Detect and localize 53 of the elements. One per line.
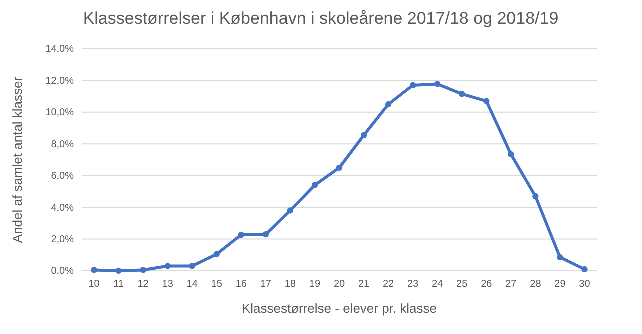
x-tick-label: 10 (88, 279, 100, 290)
point (582, 266, 588, 272)
point (164, 263, 171, 270)
x-tick-label: 14 (186, 279, 198, 290)
point (238, 232, 244, 238)
y-tick-label: 8,0% (51, 139, 74, 150)
chart-title: Klassestørrelser i København i skoleårene 2017/18 og 2018/19 (83, 9, 559, 28)
x-tick-label: 26 (481, 279, 493, 290)
y-axis-title: Andel af samlet antal klasser (10, 76, 25, 244)
point (336, 164, 343, 172)
point (116, 268, 122, 274)
y-tick-label: 12,0% (46, 76, 74, 87)
x-tick-label: 20 (334, 279, 346, 290)
point (189, 263, 196, 270)
point (557, 254, 564, 261)
x-tick-label: 15 (211, 279, 223, 290)
x-tick-label: 25 (456, 279, 468, 290)
point (312, 182, 318, 188)
point (140, 267, 146, 274)
point (410, 82, 416, 89)
y-tick-label: 2,0% (51, 234, 74, 246)
point (508, 151, 514, 158)
x-tick-label: 11 (114, 279, 124, 290)
x-tick-label: 12 (138, 279, 150, 290)
x-tick-label: 23 (408, 279, 420, 290)
y-tick-label: 14,0% (46, 44, 74, 56)
x-axis-title: Klassestørrelse - elever pr. klasse (242, 301, 438, 316)
point (434, 81, 441, 88)
point (385, 101, 392, 108)
point (262, 231, 270, 238)
x-tick-label: 16 (236, 279, 248, 290)
point (484, 98, 490, 104)
x-tick-label: 22 (382, 279, 395, 290)
x-tick-label: 24 (432, 279, 444, 290)
x-tick-label: 27 (506, 279, 518, 290)
point (532, 193, 539, 200)
x-tick-label: 29 (554, 279, 566, 290)
point (214, 251, 220, 258)
point (91, 267, 98, 274)
y-tick-label: 6,0% (51, 171, 74, 182)
y-tick-label: 10,0% (46, 108, 74, 119)
x-tick-label: 17 (260, 279, 272, 290)
x-tick-label: 19 (309, 279, 321, 290)
x-tick-label: 13 (162, 279, 174, 290)
x-tick-label: 28 (530, 279, 542, 290)
point (360, 132, 368, 139)
x-tick-label: 18 (284, 279, 296, 290)
x-tick-label: 30 (579, 279, 591, 290)
y-tick-label: 0,0% (51, 266, 74, 278)
y-tick-label: 4,0% (51, 202, 74, 214)
x-tick-label: 21 (358, 279, 370, 290)
point (459, 91, 466, 98)
point (287, 208, 294, 214)
